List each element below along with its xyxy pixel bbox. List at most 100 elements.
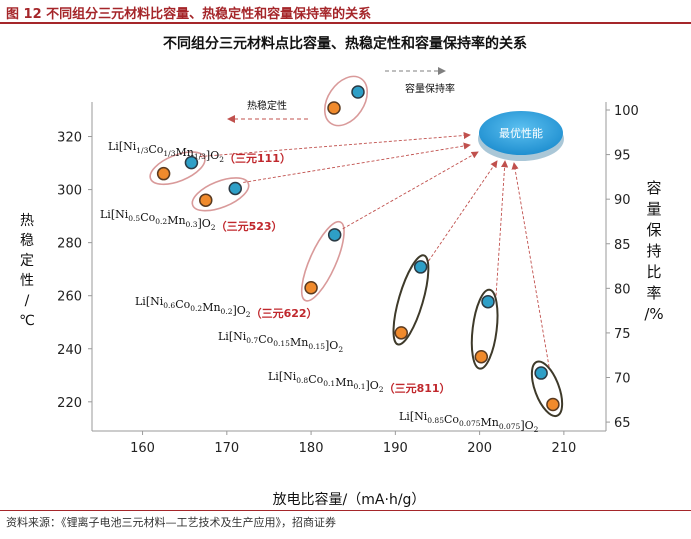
- formula-subscript: 0.6: [163, 301, 175, 310]
- figure-label: 图 12 不同组分三元材料比容量、热稳定性和容量保持率的关系: [6, 7, 372, 22]
- header-divider: [0, 22, 691, 24]
- y-right-tick-label: 90: [614, 193, 631, 208]
- group-ellipse: [191, 177, 250, 212]
- x-tick-label: 170: [214, 441, 239, 456]
- formula-subscript: 2: [211, 223, 216, 232]
- y-right-axis-label-char: /%: [644, 305, 663, 323]
- thermal-point: [474, 349, 489, 364]
- y-left-axis-label-char: 稳: [20, 233, 34, 249]
- y-left-tick-label: 300: [57, 184, 82, 199]
- formula-text: Mn: [481, 416, 499, 429]
- path-to-best-arrow: [428, 160, 498, 262]
- group-ellipse: [392, 254, 430, 346]
- formula-subscript: 0.3: [186, 220, 198, 229]
- y-left-tick-label: 280: [57, 237, 82, 252]
- x-tick-label: 180: [299, 441, 324, 456]
- path-to-best-arrow: [495, 160, 509, 296]
- formula-subscript: 1/3: [163, 149, 175, 158]
- legend-group-ellipse: [323, 75, 369, 127]
- formula-subscript: 2: [338, 345, 343, 354]
- path-to-best-arrow: [511, 162, 550, 368]
- thermal-point: [304, 280, 318, 295]
- formula-text: Li[Ni: [100, 208, 129, 221]
- y-left-axis-label-char: 热: [20, 213, 34, 229]
- formula-text: Mn: [290, 336, 308, 349]
- x-tick-label: 160: [130, 441, 155, 456]
- formula-text: ]O: [325, 339, 338, 352]
- formula-text: Li[Ni: [399, 410, 428, 423]
- y-right-axis-label-char: 率: [646, 284, 661, 302]
- material-formula-label: Li[Ni0.5Co0.2Mn0.3]O2（三元523）: [100, 208, 283, 233]
- retention-point: [184, 155, 199, 170]
- material-formula-label: Li[Ni0.6Co0.2Mn0.2]O2（三元622）: [135, 295, 318, 320]
- formula-subscript: 0.2: [155, 217, 167, 226]
- group-ellipse: [530, 360, 564, 418]
- y-left-tick-label: 260: [57, 290, 82, 305]
- material-formula-label: Li[Ni0.7Co0.15Mn0.15]O2: [218, 330, 343, 354]
- y-right-axis-label-char: 容: [646, 179, 661, 197]
- thermal-point: [394, 326, 408, 340]
- path-to-best-arrow: [199, 131, 471, 158]
- formula-short-name: （三元523）: [216, 220, 283, 233]
- y-right-axis-label-char: 比: [646, 263, 661, 281]
- formula-subscript: 0.7: [246, 336, 258, 345]
- formula-text: Mn: [335, 376, 353, 389]
- retention-point: [228, 181, 242, 196]
- formula-text: ]O: [520, 419, 533, 432]
- formula-text: Co: [148, 143, 163, 156]
- formula-subscript: 0.1: [354, 382, 366, 391]
- y-right-axis-label-char: 量: [646, 200, 661, 218]
- formula-text: ]O: [197, 217, 210, 230]
- formula-subscript: 0.075: [459, 419, 481, 428]
- formula-short-name: （三元111）: [224, 152, 291, 165]
- figure-header: 图 12 不同组分三元材料比容量、热稳定性和容量保持率的关系: [0, 0, 691, 24]
- y-right-tick-label: 85: [614, 238, 631, 253]
- x-tick-label: 190: [383, 441, 408, 456]
- y-right-axis-label-char: 持: [646, 242, 661, 260]
- best-performance-blob: [479, 111, 563, 155]
- x-tick-label: 210: [551, 441, 576, 456]
- formula-text: Co: [308, 373, 323, 386]
- y-right-tick-label: 65: [614, 416, 631, 431]
- best-performance-label: 最优性能: [499, 126, 543, 140]
- legend-retention-label: 容量保持率: [405, 82, 455, 95]
- y-left-axis-label-char: /: [25, 293, 30, 309]
- y-left-tick-label: 240: [57, 343, 82, 358]
- source-note: 资料来源：《锂离子电池三元材料—工艺技术及生产应用》，招商证券: [6, 516, 336, 529]
- path-to-best-arrow: [342, 151, 479, 230]
- formula-text: Co: [175, 298, 190, 311]
- formula-text: Mn: [202, 301, 220, 314]
- group-ellipse: [470, 288, 499, 370]
- y-left-axis-label-char: 性: [20, 273, 34, 289]
- material-formula-label: Li[Ni0.85Co0.075Mn0.075]O2: [399, 410, 539, 434]
- formula-subscript: 2: [246, 310, 251, 319]
- material-formula-label: Li[Ni0.8Co0.1Mn0.1]O2（三元811）: [268, 370, 451, 395]
- y-right-tick-label: 100: [614, 104, 639, 119]
- path-to-best-arrow: [243, 142, 471, 183]
- formula-text: Mn: [167, 214, 185, 227]
- formula-short-name: （三元811）: [384, 382, 451, 395]
- formula-subscript: 0.2: [221, 307, 233, 316]
- formula-text: Co: [140, 211, 155, 224]
- legend-thermal-label: 热稳定性: [247, 99, 287, 112]
- legend-thermal-dot: [327, 101, 341, 115]
- retention-point: [481, 294, 495, 309]
- thermal-point: [199, 193, 213, 207]
- legend-retention-dot: [351, 85, 365, 99]
- formula-text: ]O: [365, 379, 378, 392]
- formula-subscript: 0.15: [273, 339, 290, 348]
- retention-point: [413, 260, 428, 274]
- formula-text: Mn: [175, 146, 193, 159]
- formula-subscript: 0.2: [190, 304, 202, 313]
- formula-subscript: 0.1: [323, 379, 335, 388]
- thermal-point: [156, 166, 171, 181]
- formula-text: Co: [258, 333, 273, 346]
- formula-subscript: 2: [379, 385, 384, 394]
- formula-text: ]O: [206, 149, 219, 162]
- formula-text: Li[Ni: [135, 295, 164, 308]
- formula-subscript: 2: [219, 155, 224, 164]
- formula-text: Li[Ni: [108, 140, 137, 153]
- formula-short-name: （三元622）: [251, 307, 318, 320]
- formula-subscript: 0.075: [499, 422, 521, 431]
- y-right-axis-label-char: 保: [646, 221, 661, 239]
